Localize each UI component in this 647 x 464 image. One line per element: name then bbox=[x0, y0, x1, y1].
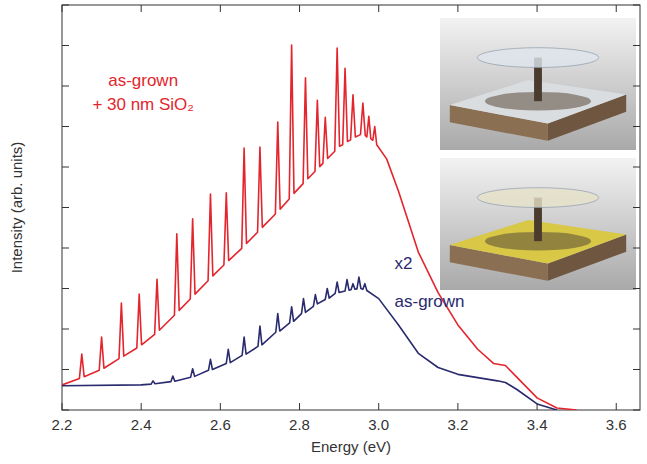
spectrum-line bbox=[62, 45, 577, 410]
x-tick bbox=[62, 5, 63, 12]
y-tick bbox=[62, 207, 69, 208]
y-axis-title: Intensity (arb. units) bbox=[8, 142, 25, 274]
chart: 2.2 2.4 2.6 2.8 3.0 3.2 3.4 3.6 Energy (eV) Inten… bbox=[0, 0, 647, 464]
x-tick bbox=[299, 403, 300, 410]
y-tick bbox=[633, 207, 640, 208]
y-tick bbox=[62, 369, 69, 370]
y-tick bbox=[633, 5, 640, 6]
x-tick bbox=[457, 5, 458, 12]
x-axis-title: Energy (eV) bbox=[311, 438, 391, 455]
spectrum-line bbox=[62, 277, 557, 410]
y-tick bbox=[62, 86, 69, 87]
disk bbox=[477, 48, 599, 68]
y-tick bbox=[633, 410, 640, 411]
plot-frame bbox=[62, 5, 640, 410]
plot-lines bbox=[62, 45, 577, 410]
y-tick bbox=[62, 5, 69, 6]
x-tick-label: 3.2 bbox=[447, 416, 468, 433]
y-tick bbox=[62, 329, 69, 330]
y-tick bbox=[633, 248, 640, 249]
x-tick bbox=[537, 5, 538, 12]
series-label: as-grown bbox=[108, 71, 178, 90]
inset-background bbox=[440, 18, 636, 150]
x-tick bbox=[220, 5, 221, 12]
x-tick-label: 2.8 bbox=[289, 416, 310, 433]
x-tick bbox=[62, 403, 63, 410]
y-tick bbox=[633, 45, 640, 46]
x-tick bbox=[457, 403, 458, 410]
x-tick-label: 3.6 bbox=[606, 416, 627, 433]
y-tick bbox=[62, 248, 69, 249]
y-tick bbox=[633, 86, 640, 87]
x-tick bbox=[141, 5, 142, 12]
y-tick bbox=[62, 167, 69, 168]
inset-illustration bbox=[440, 18, 636, 150]
y-tick bbox=[62, 410, 69, 411]
x-tick-label: 3.0 bbox=[368, 416, 389, 433]
x-tick bbox=[616, 403, 617, 410]
y-tick bbox=[62, 288, 69, 289]
x-tick bbox=[220, 403, 221, 410]
inset-background bbox=[440, 158, 636, 290]
series-label: as-grown bbox=[395, 292, 465, 311]
x-tick bbox=[616, 5, 617, 12]
y-tick bbox=[633, 167, 640, 168]
y-tick bbox=[62, 45, 69, 46]
x-tick-label: 2.4 bbox=[131, 416, 152, 433]
y-tick bbox=[62, 126, 69, 127]
x-tick bbox=[299, 5, 300, 12]
inset-illustration bbox=[440, 158, 636, 290]
y-tick bbox=[633, 329, 640, 330]
disk bbox=[477, 188, 599, 208]
x-tick-label: 2.2 bbox=[52, 416, 73, 433]
y-tick bbox=[633, 288, 640, 289]
series-label: + 30 nm SiO₂ bbox=[92, 95, 194, 114]
x-tick-label: 2.6 bbox=[210, 416, 231, 433]
scale-label: x2 bbox=[395, 254, 413, 273]
y-tick bbox=[633, 126, 640, 127]
x-tick-label: 3.4 bbox=[527, 416, 548, 433]
x-tick bbox=[378, 403, 379, 410]
y-tick bbox=[633, 369, 640, 370]
x-tick bbox=[378, 5, 379, 12]
x-tick bbox=[141, 403, 142, 410]
